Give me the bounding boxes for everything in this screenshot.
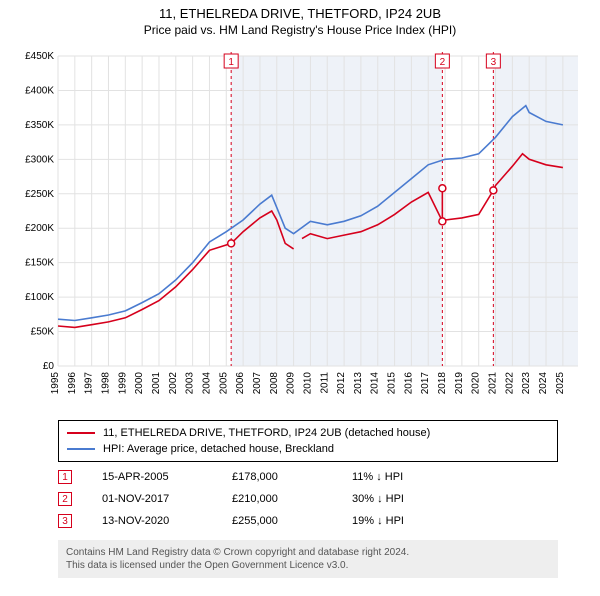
- sale-date: 01-NOV-2017: [102, 493, 232, 505]
- svg-text:£400K: £400K: [25, 85, 54, 96]
- svg-text:2003: 2003: [185, 372, 196, 395]
- svg-text:2002: 2002: [168, 372, 179, 395]
- svg-text:1998: 1998: [100, 372, 111, 395]
- footer-line: This data is licensed under the Open Gov…: [66, 559, 550, 572]
- svg-text:2021: 2021: [488, 372, 499, 395]
- sale-marker-icon: 2: [58, 492, 72, 506]
- svg-text:1: 1: [228, 57, 234, 68]
- svg-text:2006: 2006: [235, 372, 246, 395]
- svg-text:2023: 2023: [521, 372, 532, 395]
- sale-price: £178,000: [232, 471, 352, 483]
- svg-text:£450K: £450K: [25, 51, 54, 62]
- sale-marker-icon: 1: [58, 470, 72, 484]
- svg-text:2005: 2005: [218, 372, 229, 395]
- svg-text:2022: 2022: [504, 372, 515, 395]
- legend-item: HPI: Average price, detached house, Brec…: [67, 441, 549, 457]
- svg-text:2017: 2017: [420, 372, 431, 395]
- sale-marker-icon: 3: [58, 514, 72, 528]
- svg-text:2020: 2020: [471, 372, 482, 395]
- sale-diff: 11% ↓ HPI: [352, 471, 452, 483]
- legend-swatch: [67, 432, 95, 434]
- svg-text:2025: 2025: [555, 372, 566, 395]
- sale-date: 13-NOV-2020: [102, 515, 232, 527]
- legend-label: 11, ETHELREDA DRIVE, THETFORD, IP24 2UB …: [103, 427, 430, 439]
- line-chart: £0 £50K £100K £150K £200K £250K £300K £350K £400…: [14, 50, 586, 410]
- legend-swatch: [67, 448, 95, 450]
- svg-text:£50K: £50K: [31, 327, 55, 338]
- svg-text:1995: 1995: [50, 372, 61, 395]
- chart-area: £0 £50K £100K £150K £200K £250K £300K £350K £400…: [14, 50, 586, 410]
- sale-price: £255,000: [232, 515, 352, 527]
- svg-text:2014: 2014: [370, 372, 381, 395]
- legend-item: 11, ETHELREDA DRIVE, THETFORD, IP24 2UB …: [67, 425, 549, 441]
- legend-label: HPI: Average price, detached house, Brec…: [103, 443, 334, 455]
- svg-text:£350K: £350K: [25, 120, 54, 131]
- sale-row: 2 01-NOV-2017£210,00030% ↓ HPI: [58, 488, 452, 510]
- sale-diff: 30% ↓ HPI: [352, 493, 452, 505]
- svg-text:£100K: £100K: [25, 292, 54, 303]
- svg-text:2008: 2008: [269, 372, 280, 395]
- chart-title: 11, ETHELREDA DRIVE, THETFORD, IP24 2UB: [0, 6, 600, 21]
- svg-text:2012: 2012: [336, 372, 347, 395]
- svg-text:2010: 2010: [302, 372, 313, 395]
- svg-text:£0: £0: [43, 361, 55, 372]
- sale-diff: 19% ↓ HPI: [352, 515, 452, 527]
- svg-text:2007: 2007: [252, 372, 263, 395]
- svg-text:2011: 2011: [319, 372, 330, 394]
- footer-attribution: Contains HM Land Registry data © Crown c…: [58, 540, 558, 578]
- svg-text:1996: 1996: [67, 372, 78, 395]
- svg-text:2001: 2001: [151, 372, 162, 395]
- svg-text:3: 3: [491, 57, 497, 68]
- sale-price: £210,000: [232, 493, 352, 505]
- svg-text:2004: 2004: [201, 372, 212, 395]
- svg-text:2000: 2000: [134, 372, 145, 395]
- svg-text:2: 2: [440, 57, 446, 68]
- sale-row: 3 13-NOV-2020£255,00019% ↓ HPI: [58, 510, 452, 532]
- svg-text:2013: 2013: [353, 372, 364, 395]
- sale-date: 15-APR-2005: [102, 471, 232, 483]
- svg-text:2019: 2019: [454, 372, 465, 395]
- svg-text:£300K: £300K: [25, 154, 54, 165]
- svg-text:1999: 1999: [117, 372, 128, 395]
- svg-text:2018: 2018: [437, 372, 448, 395]
- svg-text:£200K: £200K: [25, 223, 54, 234]
- svg-text:2024: 2024: [538, 372, 549, 395]
- footer-line: Contains HM Land Registry data © Crown c…: [66, 546, 550, 559]
- legend: 11, ETHELREDA DRIVE, THETFORD, IP24 2UB …: [58, 420, 558, 462]
- sale-row: 1 15-APR-2005£178,00011% ↓ HPI: [58, 466, 452, 488]
- svg-text:£150K: £150K: [25, 258, 54, 269]
- sales-table: 1 15-APR-2005£178,00011% ↓ HPI 2 01-NOV-201…: [58, 466, 452, 532]
- svg-text:£250K: £250K: [25, 189, 54, 200]
- svg-text:2009: 2009: [286, 372, 297, 395]
- svg-text:2016: 2016: [403, 372, 414, 395]
- svg-text:1997: 1997: [84, 372, 95, 395]
- chart-subtitle: Price paid vs. HM Land Registry's House …: [0, 23, 600, 37]
- svg-text:2015: 2015: [387, 372, 398, 395]
